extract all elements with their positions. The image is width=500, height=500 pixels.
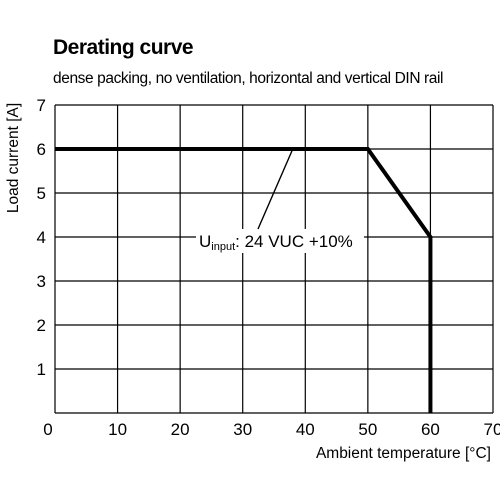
annotation-text: Uinput: 24 VUC +10% bbox=[199, 232, 353, 253]
y-tick-label: 2 bbox=[37, 316, 46, 335]
x-tick-label: 40 bbox=[296, 420, 315, 439]
y-tick-label: 1 bbox=[37, 360, 46, 379]
annotation-background bbox=[196, 229, 364, 253]
y-tick-label: 5 bbox=[37, 184, 46, 203]
grid bbox=[54, 104, 494, 414]
y-tick-label: 6 bbox=[37, 140, 46, 159]
y-tick-labels: 1 2 3 4 5 6 7 bbox=[37, 96, 46, 379]
x-tick-labels: 0 10 20 30 40 50 60 70 bbox=[43, 420, 500, 439]
annotation-layer: Uinput: 24 VUC +10% bbox=[196, 148, 364, 253]
chart-subtitle: dense packing, no ventilation, horizonta… bbox=[53, 70, 444, 87]
curve-layer bbox=[55, 147, 433, 413]
derating-curve-line bbox=[55, 147, 433, 413]
x-tick-label: 30 bbox=[233, 420, 252, 439]
x-tick-label: 70 bbox=[484, 420, 500, 439]
x-tick-label: 20 bbox=[171, 420, 190, 439]
x-tick-label: 10 bbox=[108, 420, 127, 439]
y-tick-label: 4 bbox=[37, 228, 46, 247]
chart-title: Derating curve bbox=[53, 36, 194, 59]
y-tick-label: 7 bbox=[37, 96, 46, 115]
x-axis-label: Ambient temperature [°C] bbox=[316, 445, 491, 462]
y-tick-label: 3 bbox=[37, 272, 46, 291]
x-tick-label: 0 bbox=[43, 420, 52, 439]
annotation-leader-line bbox=[257, 148, 294, 230]
y-axis-label: Load current [A] bbox=[5, 103, 22, 213]
x-tick-label: 60 bbox=[421, 420, 440, 439]
x-tick-label: 50 bbox=[358, 420, 377, 439]
